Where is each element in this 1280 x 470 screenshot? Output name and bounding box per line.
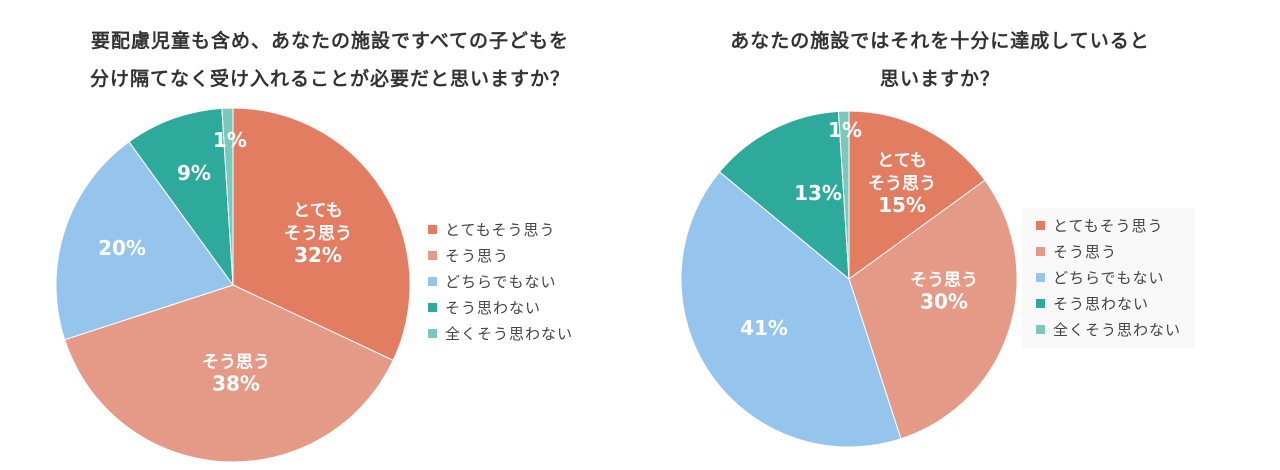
pie-slice — [848, 110, 986, 280]
legend-label: どちらでもない — [1053, 268, 1165, 287]
slice-category-label: そう思う — [284, 224, 352, 244]
slice-percent-label: 13% — [794, 181, 842, 205]
legend-swatch — [1036, 220, 1045, 230]
slice-percent-label: 38% — [212, 372, 260, 396]
pie-slice — [837, 110, 850, 280]
legend-item: とてもそう思う — [1036, 212, 1181, 238]
legend-swatch — [428, 276, 437, 286]
legend-label: とてもそう思う — [1053, 216, 1164, 235]
slice-percent-label: 32% — [294, 243, 342, 267]
legend-label: そう思う — [1053, 242, 1118, 261]
legend-swatch — [1036, 298, 1045, 308]
slice-percent-label: 30% — [920, 290, 968, 314]
chart-panel-right: あなたの施設ではそれを十分に達成していると 思いますか？ とても そう思う 15% そ… — [640, 0, 1280, 470]
legend-swatch — [1036, 272, 1045, 282]
chart-title-right: あなたの施設ではそれを十分に達成していると 思いますか？ — [680, 22, 1200, 98]
slice-percent-label: 15% — [878, 193, 926, 217]
chart-title-line: 要配慮児童も含め、あなたの施設ですべての子どもを — [91, 30, 569, 52]
pie-slice — [221, 107, 234, 286]
slice-category-label: そう思う — [202, 353, 270, 373]
slice-percent-label: 20% — [98, 236, 146, 260]
pie-slice — [128, 107, 234, 287]
slice-category-label: とても — [293, 201, 343, 221]
legend-item: そう思う — [428, 242, 573, 268]
slice-percent-label: 41% — [740, 316, 788, 340]
legend-swatch — [1036, 246, 1045, 256]
legend-item: どちらでもない — [1036, 264, 1181, 290]
slice-percent-label: 1% — [213, 128, 247, 152]
chart-title-line: 思いますか？ — [879, 68, 1000, 90]
slice-percent-label: 9% — [177, 161, 211, 185]
legend-item: 全くそう思わない — [1036, 316, 1181, 342]
pie-slice — [718, 110, 850, 281]
pie-slice — [55, 141, 234, 341]
legend-label: とてもそう思う — [445, 220, 556, 239]
chart-title-line: あなたの施設ではそれを十分に達成していると — [730, 30, 1150, 52]
legend-label: 全くそう思わない — [445, 324, 574, 343]
slice-category-label: とても — [877, 151, 927, 171]
legend-item: どちらでもない — [428, 268, 573, 294]
legend-swatch — [428, 250, 437, 260]
slice-category-label: そう思う — [910, 271, 978, 291]
legend-item: そう思う — [1036, 238, 1181, 264]
legend-swatch — [1036, 324, 1045, 334]
legend-left: とてもそう思う そう思う どちらでもない そう思わない 全くそう思わない — [428, 216, 573, 346]
chart-title-left: 要配慮児童も含め、あなたの施設ですべての子どもを 分け隔てなく受け入れることが必… — [40, 22, 620, 98]
pie-slice — [680, 171, 902, 448]
legend-item: 全くそう思わない — [428, 320, 573, 346]
legend-item: そう思わない — [1036, 290, 1181, 316]
chart-title-line: 分け隔てなく受け入れることが必要だと思いますか？ — [89, 68, 570, 90]
legend-label: 全くそう思わない — [1053, 320, 1182, 339]
pie-slice — [232, 107, 411, 362]
legend-label: そう思う — [445, 246, 510, 265]
legend-item: そう思わない — [428, 294, 573, 320]
pie-slice — [848, 179, 1018, 440]
legend-swatch — [428, 302, 437, 312]
pie-slice — [64, 284, 394, 463]
slice-category-label: そう思う — [868, 174, 936, 194]
legend-label: そう思わない — [1053, 294, 1150, 313]
legend-right: とてもそう思う そう思う どちらでもない そう思わない 全くそう思わない — [1022, 208, 1196, 348]
slice-percent-label: 1% — [828, 118, 862, 142]
chart-panel-left: 要配慮児童も含め、あなたの施設ですべての子どもを 分け隔てなく受け入れることが必… — [40, 22, 620, 463]
legend-label: そう思わない — [445, 298, 542, 317]
legend-swatch — [428, 224, 437, 234]
legend-swatch — [428, 328, 437, 338]
legend-label: どちらでもない — [445, 272, 557, 291]
legend-item: とてもそう思う — [428, 216, 573, 242]
